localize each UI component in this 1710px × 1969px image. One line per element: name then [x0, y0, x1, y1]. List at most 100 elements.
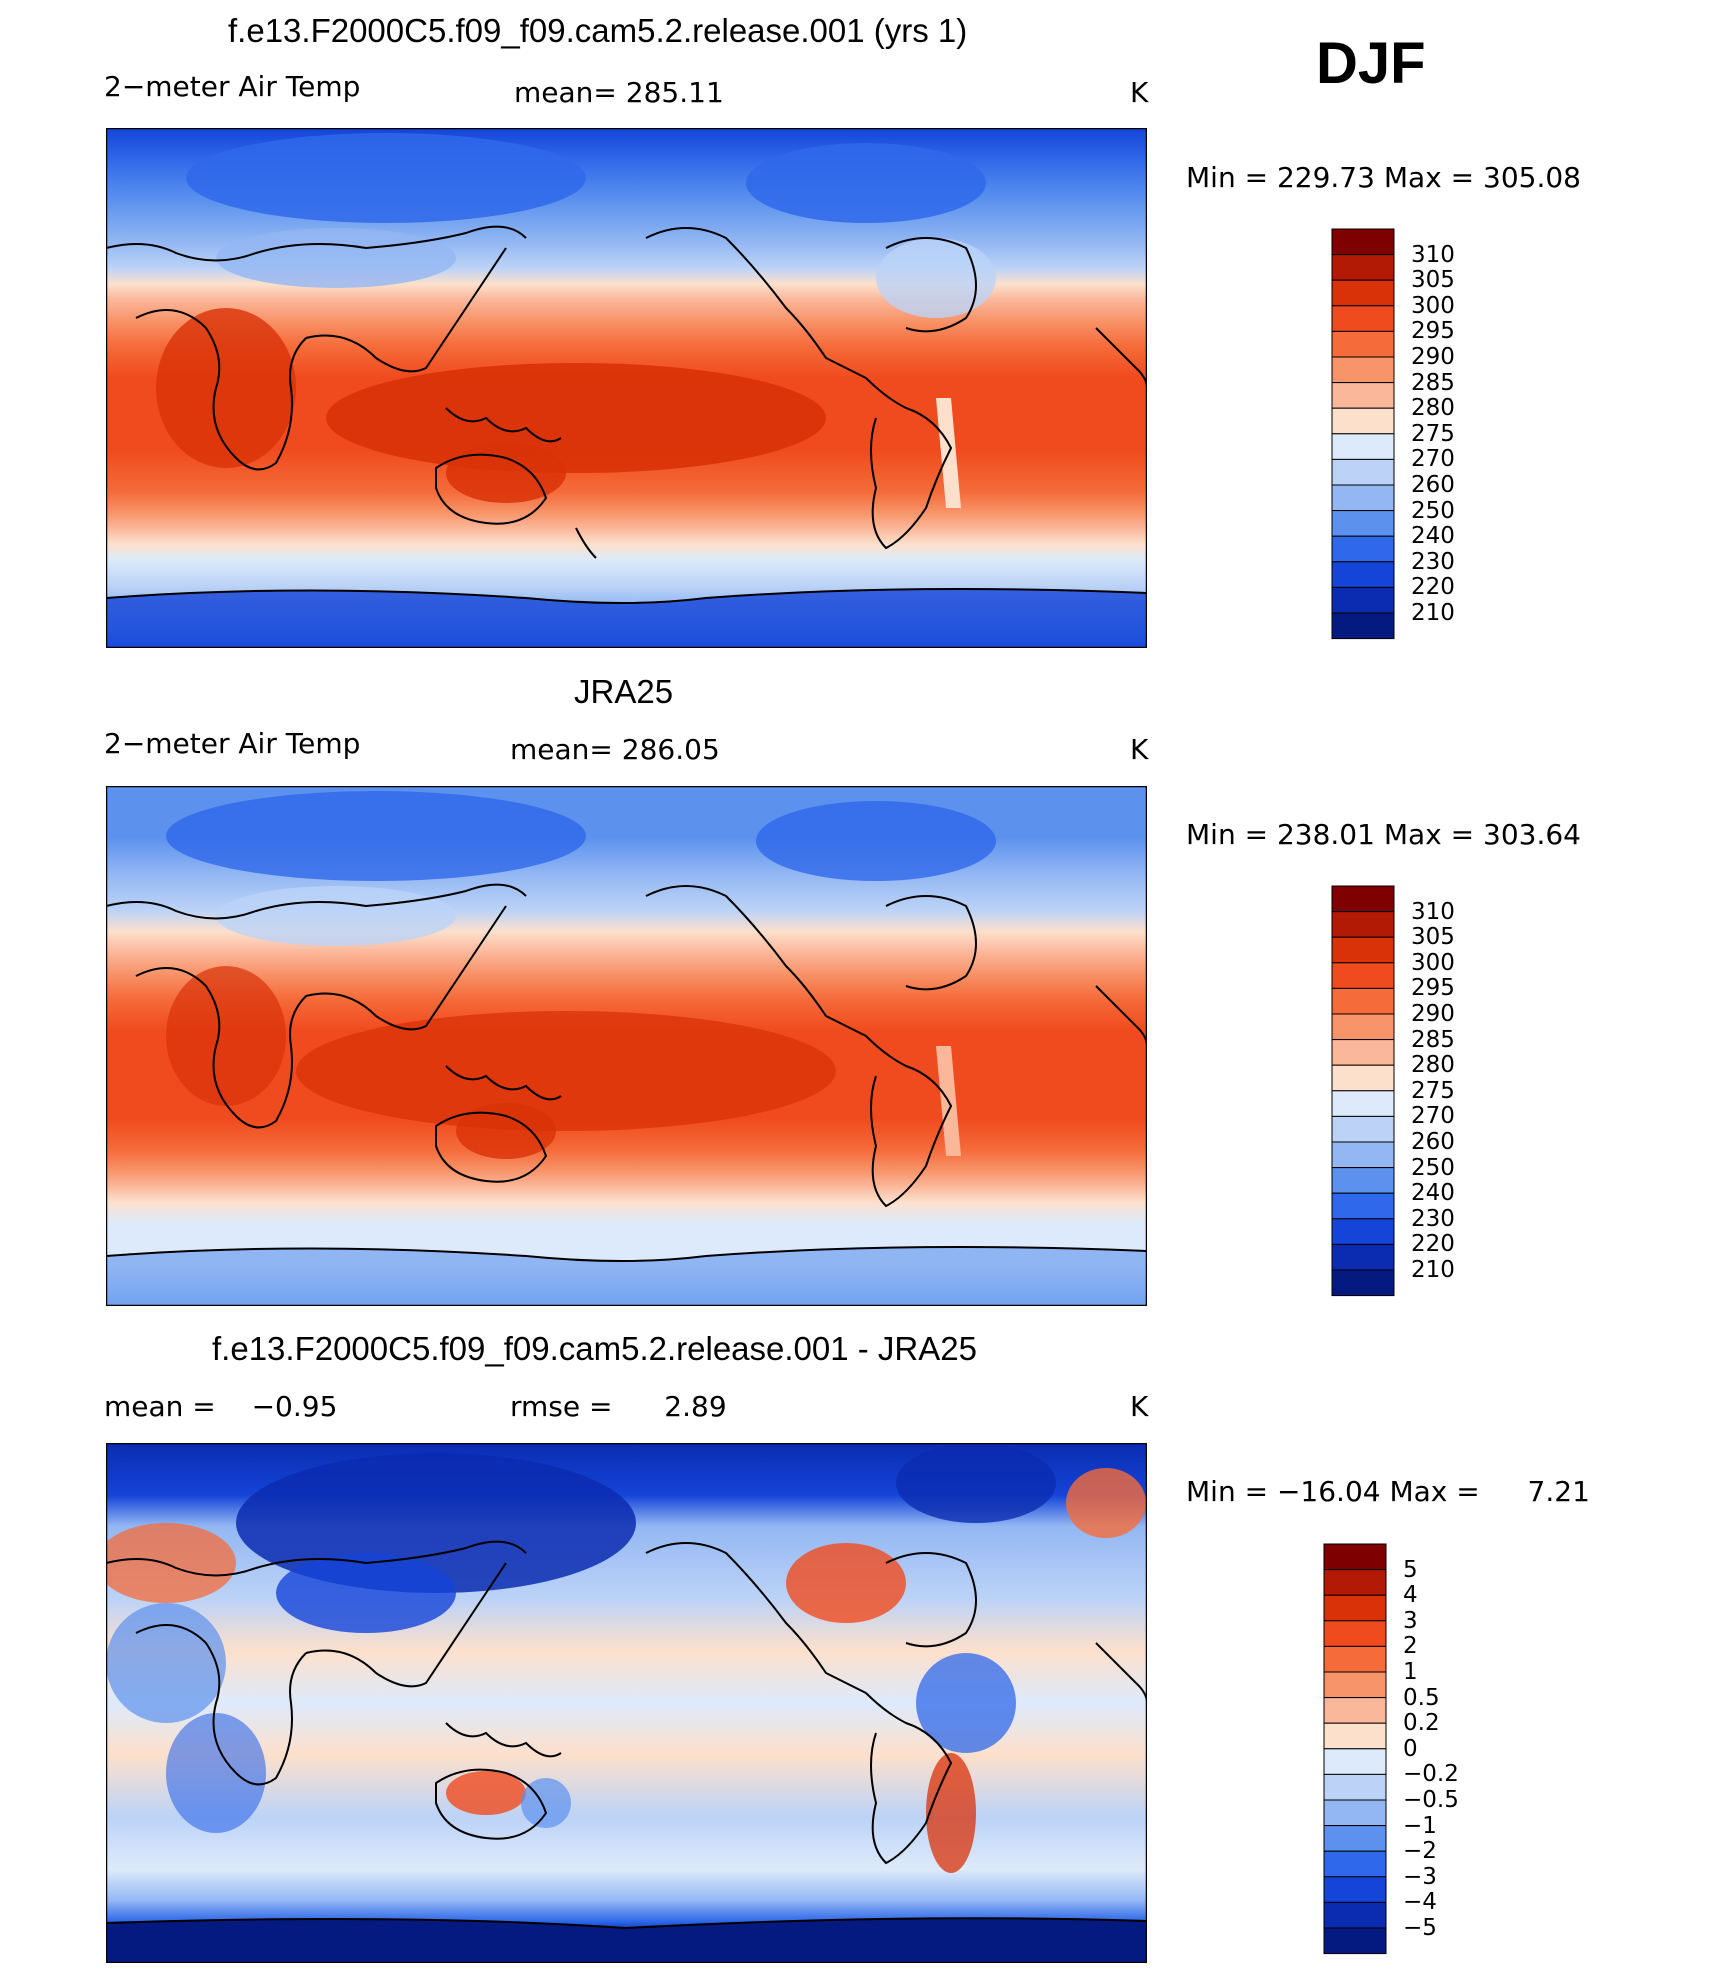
- colorbar-swatch: [1331, 356, 1395, 384]
- panel2-map: [106, 786, 1147, 1306]
- colorbar-tick-label: 280: [1411, 395, 1455, 422]
- panel3-min-value: −16.04: [1276, 1475, 1381, 1508]
- colorbar-tick-label: −4: [1403, 1889, 1437, 1916]
- colorbar-swatch: [1323, 1543, 1387, 1571]
- panel3-map: [106, 1443, 1147, 1963]
- colorbar-swatch: [1323, 1722, 1387, 1750]
- colorbar-swatch: [1331, 1064, 1395, 1092]
- panel3-title: f.e13.F2000C5.f09_f09.cam5.2.release.001…: [212, 1330, 977, 1367]
- panel3-min-label: Min =: [1186, 1475, 1269, 1508]
- colorbar-swatch: [1323, 1901, 1387, 1929]
- colorbar-tick-label: 240: [1411, 523, 1455, 550]
- colorbar-swatch: [1331, 1269, 1395, 1297]
- panel2-max-value: 303.64: [1483, 818, 1581, 851]
- panel2-variable-label: 2−meter Air Temp: [104, 727, 361, 760]
- colorbar-swatch: [1323, 1799, 1387, 1827]
- colorbar-swatch: [1331, 1115, 1395, 1143]
- panel1-units: K: [1130, 76, 1149, 109]
- panel1-mean-label: mean=: [514, 76, 617, 109]
- colorbar-tick-label: 310: [1411, 898, 1455, 925]
- colorbar-tick-label: −3: [1403, 1863, 1437, 1890]
- colorbar-tick-label: 260: [1411, 472, 1455, 498]
- panel2-min-value: 238.01: [1276, 818, 1375, 851]
- colorbar-swatch: [1331, 1192, 1395, 1220]
- colorbar-tick-label: 285: [1411, 369, 1455, 396]
- colorbar-swatch: [1331, 330, 1395, 358]
- colorbar-swatch: [1323, 1825, 1387, 1852]
- colorbar-swatch: [1323, 1927, 1387, 1955]
- colorbar-tick-label: −2: [1403, 1838, 1437, 1865]
- colorbar-swatch: [1331, 1013, 1395, 1041]
- colorbar-tick-label: 1: [1403, 1659, 1418, 1685]
- panel1-map: [106, 128, 1147, 648]
- colorbar-swatch: [1331, 987, 1395, 1015]
- colorbar-tick-label: 300: [1411, 949, 1455, 976]
- panel3-minmax: Min = −16.04 Max = 7.21: [1186, 1475, 1590, 1508]
- colorbar-tick-label: 220: [1411, 574, 1455, 601]
- colorbar-tick-label: −5: [1403, 1915, 1437, 1941]
- panel2-max-label: Max =: [1383, 818, 1475, 851]
- colorbar-swatch: [1331, 612, 1395, 640]
- colorbar-tick-label: 0: [1403, 1735, 1418, 1762]
- panel3-mean-label: mean =: [104, 1390, 216, 1423]
- colorbar-tick-label: 0.2: [1403, 1710, 1440, 1737]
- colorbar-swatch: [1331, 433, 1395, 460]
- panel1-min-value: 229.73: [1276, 161, 1375, 194]
- colorbar-swatch: [1331, 1090, 1395, 1117]
- colorbar-swatch: [1331, 1167, 1395, 1194]
- colorbar-swatch: [1323, 1876, 1387, 1903]
- colorbar-swatch: [1331, 484, 1395, 512]
- colorbar-tick-label: 210: [1411, 1257, 1455, 1283]
- colorbar-tick-label: 270: [1411, 1103, 1455, 1130]
- season-label: DJF: [1316, 31, 1426, 96]
- colorbar-tick-label: 210: [1411, 600, 1455, 626]
- colorbar-tick-label: 240: [1411, 1180, 1455, 1207]
- colorbar-tick-label: 250: [1411, 1154, 1455, 1181]
- colorbar-swatch: [1331, 279, 1395, 307]
- colorbar-tick-label: 290: [1411, 1001, 1455, 1027]
- colorbar-tick-label: 305: [1411, 924, 1455, 951]
- colorbar-swatch: [1331, 1243, 1395, 1271]
- colorbar-tick-label: 275: [1411, 1077, 1455, 1104]
- colorbar-swatch: [1323, 1671, 1387, 1699]
- colorbar-tick-label: 5: [1403, 1556, 1418, 1583]
- colorbar-swatch: [1323, 1748, 1387, 1775]
- colorbar-swatch: [1331, 936, 1395, 964]
- panel1-map-svg: [106, 128, 1147, 648]
- colorbar-swatch: [1331, 407, 1395, 435]
- panel3-mean-value: −0.95: [251, 1390, 338, 1423]
- colorbar-swatch: [1323, 1850, 1387, 1878]
- colorbar-swatch: [1331, 1218, 1395, 1245]
- panel3-max-value: 7.21: [1527, 1475, 1590, 1508]
- colorbar-swatch: [1323, 1569, 1387, 1596]
- colorbar-swatch: [1331, 1039, 1395, 1066]
- panel1-minmax: Min = 229.73 Max = 305.08: [1186, 161, 1581, 194]
- panel3-rmse-value: 2.89: [664, 1390, 727, 1423]
- panel3-units: K: [1130, 1390, 1149, 1423]
- colorbar-swatch: [1331, 535, 1395, 563]
- colorbar-tick-label: 0.5: [1403, 1684, 1440, 1711]
- colorbar-tick-label: 280: [1411, 1052, 1455, 1079]
- colorbar-tick-label: 275: [1411, 420, 1455, 447]
- panel1-min-label: Min =: [1186, 161, 1269, 194]
- panel2-title: JRA25: [574, 673, 674, 710]
- colorbar-swatch: [1323, 1645, 1387, 1673]
- colorbar-swatch: [1331, 305, 1395, 332]
- colorbar-swatch: [1331, 885, 1395, 913]
- colorbar-tick-label: 270: [1411, 446, 1455, 473]
- colorbar-swatch: [1331, 458, 1395, 486]
- colorbar-swatch: [1331, 254, 1395, 281]
- colorbar-tick-label: 295: [1411, 975, 1455, 1002]
- colorbar-svg: [1331, 885, 1395, 1297]
- panel2-mean-value: 286.05: [621, 733, 720, 766]
- panel2-mean: mean= 286.05: [510, 733, 720, 766]
- colorbar-tick-label: 285: [1411, 1026, 1455, 1053]
- colorbar-tick-label: −0.5: [1403, 1787, 1459, 1813]
- colorbar-svg: [1331, 228, 1395, 640]
- colorbar-tick-label: 2: [1403, 1633, 1418, 1660]
- panel1-max-value: 305.08: [1483, 161, 1581, 194]
- colorbar-swatch: [1331, 962, 1395, 989]
- colorbar-tick-label: −0.2: [1403, 1761, 1459, 1788]
- colorbar-swatch: [1331, 1141, 1395, 1169]
- panel3-rmse-label: rmse =: [510, 1390, 613, 1423]
